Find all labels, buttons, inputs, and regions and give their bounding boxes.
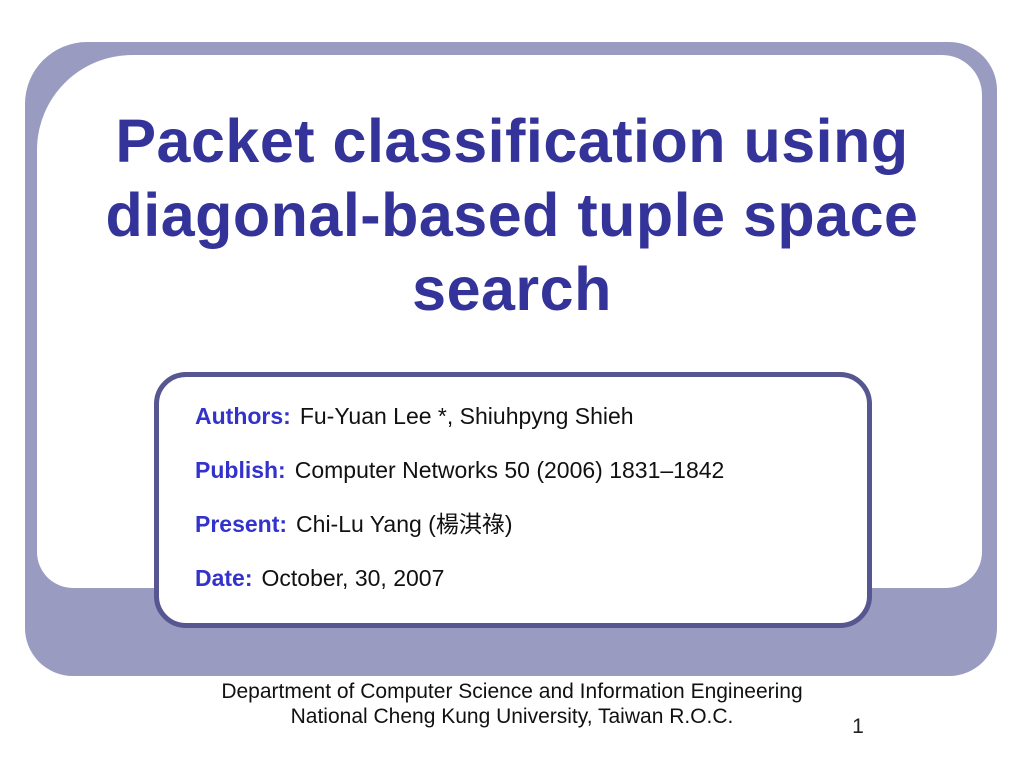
info-row-publish: Publish: Computer Networks 50 (2006) 1831… xyxy=(195,443,847,497)
slide-title-line-1: Packet classification using xyxy=(115,107,909,175)
authors-value: Fu-Yuan Lee *, Shiuhpyng Shieh xyxy=(299,403,634,429)
present-value: Chi-Lu Yang (楊淇祿) xyxy=(296,511,513,537)
footer-line-1: Department of Computer Science and Infor… xyxy=(221,680,803,703)
slide-title: Packet classification using diagonal-bas… xyxy=(30,104,994,326)
publish-value: Computer Networks 50 (2006) 1831–1842 xyxy=(294,457,725,483)
info-box: Authors: Fu-Yuan Lee *, Shiuhpyng Shieh P… xyxy=(154,372,872,628)
authors-label: Authors: xyxy=(195,403,291,429)
info-row-present: Present: Chi-Lu Yang (楊淇祿) xyxy=(195,497,847,551)
slide-title-line-2: diagonal-based tuple space xyxy=(105,181,919,249)
slide-title-line-3: search xyxy=(412,255,612,323)
date-label: Date: xyxy=(195,565,253,591)
date-value: October, 30, 2007 xyxy=(261,565,445,591)
info-row-date: Date: October, 30, 2007 xyxy=(195,551,847,605)
page-number: 1 xyxy=(852,715,864,738)
info-row-authors: Authors: Fu-Yuan Lee *, Shiuhpyng Shieh xyxy=(195,389,847,443)
footer-line-2: National Cheng Kung University, Taiwan R… xyxy=(290,705,734,728)
publish-label: Publish: xyxy=(195,457,286,483)
slide-footer: Department of Computer Science and Infor… xyxy=(0,679,1024,729)
present-label: Present: xyxy=(195,511,288,537)
